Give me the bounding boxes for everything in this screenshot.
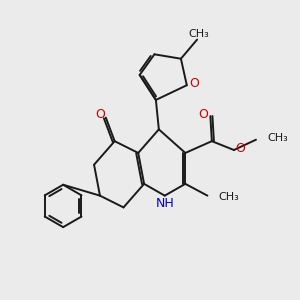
Text: O: O [189,77,199,90]
Text: O: O [235,142,245,155]
Text: CH₃: CH₃ [188,29,209,39]
Text: O: O [198,108,208,121]
Text: CH₃: CH₃ [267,133,288,143]
Text: O: O [96,108,106,121]
Text: CH₃: CH₃ [219,192,239,202]
Text: NH: NH [156,197,175,210]
